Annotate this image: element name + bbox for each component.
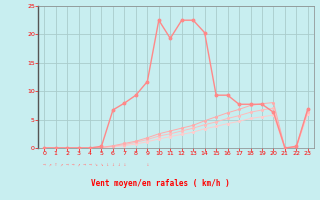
Text: → ↗ ↑ ↗ → → ↗ → → ↘ ↘ ↓ ↓ ↓ ↓       ↓: → ↗ ↑ ↗ → → ↗ → → ↘ ↘ ↓ ↓ ↓ ↓ ↓ [43, 162, 149, 168]
Text: Vent moyen/en rafales ( km/h ): Vent moyen/en rafales ( km/h ) [91, 178, 229, 188]
